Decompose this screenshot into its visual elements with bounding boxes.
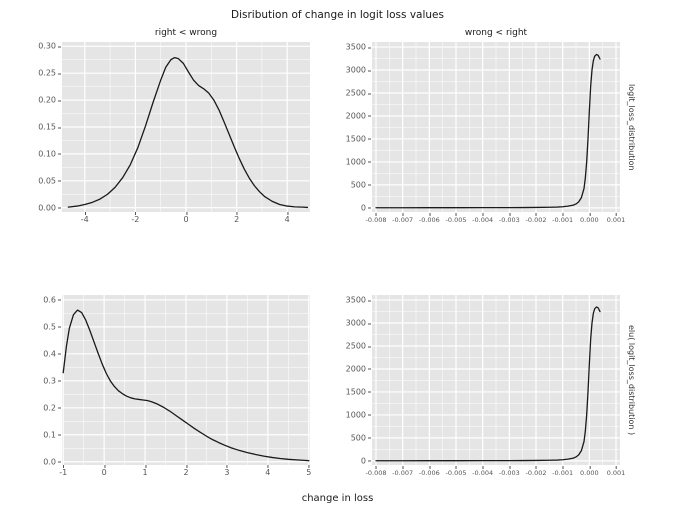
plot-area [62,295,310,465]
x-tick-label: -4 [80,212,89,224]
y-tick-label: 1000 [345,157,372,167]
y-tick-label: 1000 [345,410,372,420]
x-tick-label: -0.004 [472,466,494,477]
y-tick-label: 0.00 [38,203,61,213]
x-tick-label: -0.003 [498,466,520,477]
x-tick-label: -0.007 [392,466,414,477]
y-axis-ticks: 0 500 1000 1500 2000 2500 3000 3500 [328,295,372,465]
x-axis-ticks: -4 -2 0 2 4 [62,212,310,226]
x-axis-ticks: -1 0 1 2 3 4 5 [59,465,312,479]
y-tick-label: 0.10 [38,149,61,159]
y-tick-label: 0 [360,203,372,213]
x-tick-label: 0.000 [580,466,599,477]
y-axis-ticks: 0.00 0.05 0.10 0.15 0.20 0.25 0.30 [18,42,62,212]
x-tick-label: 4 [265,465,271,477]
y-tick-label: 0.05 [38,176,61,186]
y-tick-label: 0.6 [43,295,61,305]
x-tick-label: 0.001 [606,466,626,477]
y-tick-label: 0.2 [43,403,61,413]
y-tick-label: 3000 [345,65,372,75]
x-tick-label: -0.005 [445,466,467,477]
subplot-wrong-lt-right: wrong < right 0 500 1000 1500 2000 2500 3000 35… [328,28,626,226]
x-tick-label: 0.000 [580,213,599,224]
y-tick-label: 2000 [345,364,372,374]
x-tick-label: -0.006 [418,213,440,224]
subplot-title: wrong < right [464,28,528,38]
x-tick-label: -0.008 [365,466,387,477]
x-tick-label: -0.008 [365,213,387,224]
y-tick-label: 500 [350,433,372,443]
x-tick-label: -0.006 [418,466,440,477]
x-tick-label: -1 [59,465,68,477]
x-tick-label: 2 [183,465,189,477]
subplot-title: right < wrong [154,28,218,38]
y-tick-label: 2500 [345,341,372,351]
subplot-right-lt-wrong: right < wrong 0.00 0.05 0.10 0.15 0.20 0.25 0.… [18,28,310,226]
right-axis-label-elu-logit-loss-distribution: elu( logit_loss_distribution ) [627,324,636,436]
plot-area [372,295,620,465]
y-tick-label: 2500 [345,88,372,98]
figure-title: Disribution of change in logit loss valu… [231,9,444,21]
y-tick-label: 0.15 [38,122,61,132]
x-tick-label: -0.003 [498,213,520,224]
x-axis-label: change in loss [301,493,374,504]
x-axis-ticks: -0.008 -0.007 -0.006 -0.005 -0.004 -0.003 -0.0… [366,212,625,226]
y-tick-label: 3500 [345,295,372,305]
x-tick-label: 2 [234,212,240,224]
subplot-elu-right: 0 500 1000 1500 2000 2500 3000 3500 -0.008 -0.00… [328,295,625,479]
y-tick-label: 0.4 [43,349,61,359]
y-tick-label: 0.3 [43,376,61,386]
x-tick-label: -2 [131,212,140,224]
x-tick-label: 5 [306,465,312,477]
x-tick-label: 3 [224,465,230,477]
x-tick-label: -0.001 [552,213,574,224]
x-tick-label: 0 [101,465,107,477]
x-tick-label: 1 [142,465,148,477]
y-tick-label: 0.30 [38,41,61,51]
x-tick-label: -0.002 [525,466,547,477]
right-axis-label-logit-loss-distribution: logit_loss_distribution [627,83,636,171]
y-tick-label: 0.0 [43,457,61,467]
plot-area [372,42,620,212]
y-tick-label: 0 [360,456,372,466]
x-tick-label: -0.004 [472,213,494,224]
y-tick-label: 3500 [345,42,372,52]
x-tick-label: -0.005 [445,213,467,224]
y-tick-label: 0.5 [43,322,61,332]
subplot-elu-left: 0.0 0.1 0.2 0.3 0.4 0.5 0.6 -1 0 1 2 3 4 5 [18,295,312,479]
y-tick-label: 0.20 [38,95,61,105]
plot-area [62,42,310,212]
x-tick-label: 4 [284,212,290,224]
y-tick-label: 500 [350,180,372,190]
y-tick-label: 2000 [345,111,372,121]
x-axis-ticks: -0.008 -0.007 -0.006 -0.005 -0.004 -0.003 -0.0… [366,465,625,479]
y-tick-label: 0.1 [43,430,61,440]
x-tick-label: 0 [183,212,189,224]
y-tick-label: 1500 [345,387,372,397]
y-axis-ticks: 0 500 1000 1500 2000 2500 3000 3500 [328,42,372,212]
x-tick-label: -0.007 [392,213,414,224]
x-tick-label: -0.002 [525,213,547,224]
y-axis-ticks: 0.0 0.1 0.2 0.3 0.4 0.5 0.6 [18,295,62,467]
x-tick-label: 0.001 [606,213,626,224]
y-tick-label: 1500 [345,134,372,144]
y-tick-label: 0.25 [38,68,61,78]
y-tick-label: 3000 [345,318,372,328]
x-tick-label: -0.001 [552,466,574,477]
